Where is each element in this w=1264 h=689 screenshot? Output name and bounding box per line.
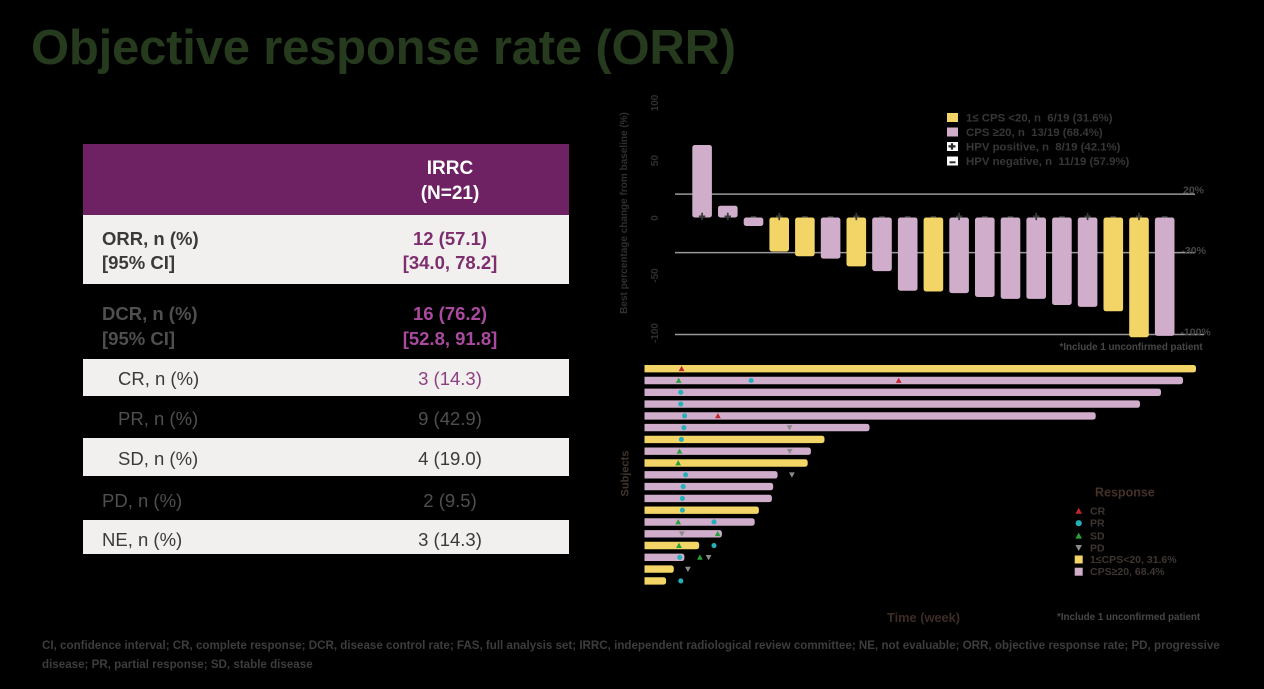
svg-text:Time (week): Time (week)	[887, 610, 960, 625]
svg-text:Best percentage change from ba: Best percentage change from baseline (%)	[619, 112, 630, 314]
svg-text:*Include 1 unconfirmed patient: *Include 1 unconfirmed patient	[1057, 612, 1201, 623]
svg-text:50: 50	[650, 155, 661, 167]
svg-text:20%: 20%	[1183, 185, 1205, 197]
svg-text:*Include 1 unconfirmed patient: *Include 1 unconfirmed patient	[1060, 342, 1204, 353]
svg-text:SD: SD	[1090, 530, 1105, 542]
svg-text:1≤ CPS <20, n 6/19 (31.6%): 1≤ CPS <20, n 6/19 (31.6%)	[966, 113, 1113, 125]
svg-text:100: 100	[650, 94, 661, 111]
svg-text:-100: -100	[650, 323, 661, 343]
svg-text:-50: -50	[650, 268, 661, 283]
svg-text:0: 0	[650, 215, 661, 221]
svg-text:HPV negative, n 11/19 (57.9%): HPV negative, n 11/19 (57.9%)	[966, 156, 1130, 168]
svg-text:PD: PD	[1090, 542, 1105, 554]
svg-text:1≤CPS<20, 31.6%: 1≤CPS<20, 31.6%	[1090, 554, 1177, 566]
svg-text:-30%: -30%	[1181, 245, 1206, 257]
svg-text:HPV positive, n 8/19 (42.1%): HPV positive, n 8/19 (42.1%)	[966, 142, 1121, 154]
svg-text:CR: CR	[1090, 506, 1106, 518]
svg-text:-100%: -100%	[1180, 327, 1211, 339]
svg-text:Subjects: Subjects	[620, 451, 632, 497]
svg-text:PR: PR	[1090, 518, 1105, 530]
svg-text:CPS≥20, 68.4%: CPS≥20, 68.4%	[1090, 566, 1165, 578]
svg-text:CPS ≥20, n 13/19 (68.4%): CPS ≥20, n 13/19 (68.4%)	[966, 127, 1103, 139]
svg-text:Response: Response	[1095, 486, 1155, 500]
